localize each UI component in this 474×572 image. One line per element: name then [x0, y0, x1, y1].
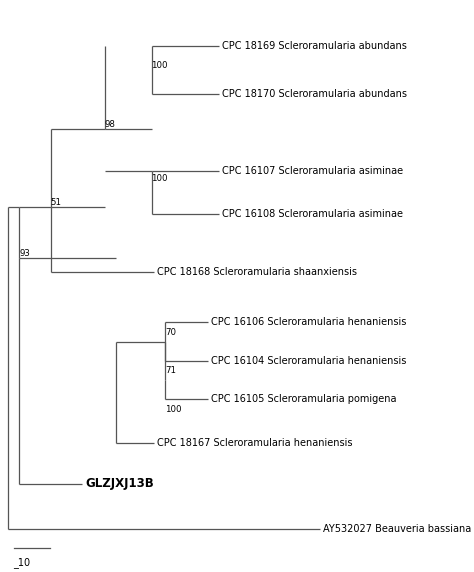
Text: CPC 16107 Scleroramularia asiminae: CPC 16107 Scleroramularia asiminae [222, 166, 403, 176]
Text: CPC 18168 Scleroramularia shaanxiensis: CPC 18168 Scleroramularia shaanxiensis [157, 267, 357, 277]
Text: CPC 16106 Scleroramularia henaniensis: CPC 16106 Scleroramularia henaniensis [211, 317, 407, 328]
Text: AY532027 Beauveria bassiana: AY532027 Beauveria bassiana [323, 524, 471, 534]
Text: GLZJXJ13B: GLZJXJ13B [85, 477, 154, 490]
Text: CPC 16104 Scleroramularia henaniensis: CPC 16104 Scleroramularia henaniensis [211, 356, 407, 366]
Text: 51: 51 [51, 198, 62, 207]
Text: CPC 18167 Scleroramularia henaniensis: CPC 18167 Scleroramularia henaniensis [157, 438, 353, 448]
Text: 100: 100 [151, 61, 168, 70]
Text: 100: 100 [151, 174, 168, 183]
Text: CPC 16105 Scleroramularia pomigena: CPC 16105 Scleroramularia pomigena [211, 395, 397, 404]
Text: 100: 100 [165, 405, 182, 414]
Text: _10: _10 [14, 557, 31, 568]
Text: CPC 18169 Scleroramularia abundans: CPC 18169 Scleroramularia abundans [222, 41, 407, 51]
Text: CPC 18170 Scleroramularia abundans: CPC 18170 Scleroramularia abundans [222, 89, 407, 99]
Text: 70: 70 [165, 328, 176, 337]
Text: 98: 98 [105, 120, 116, 129]
Text: CPC 16108 Scleroramularia asiminae: CPC 16108 Scleroramularia asiminae [222, 209, 403, 219]
Text: 71: 71 [165, 366, 176, 375]
Text: 93: 93 [19, 249, 30, 257]
